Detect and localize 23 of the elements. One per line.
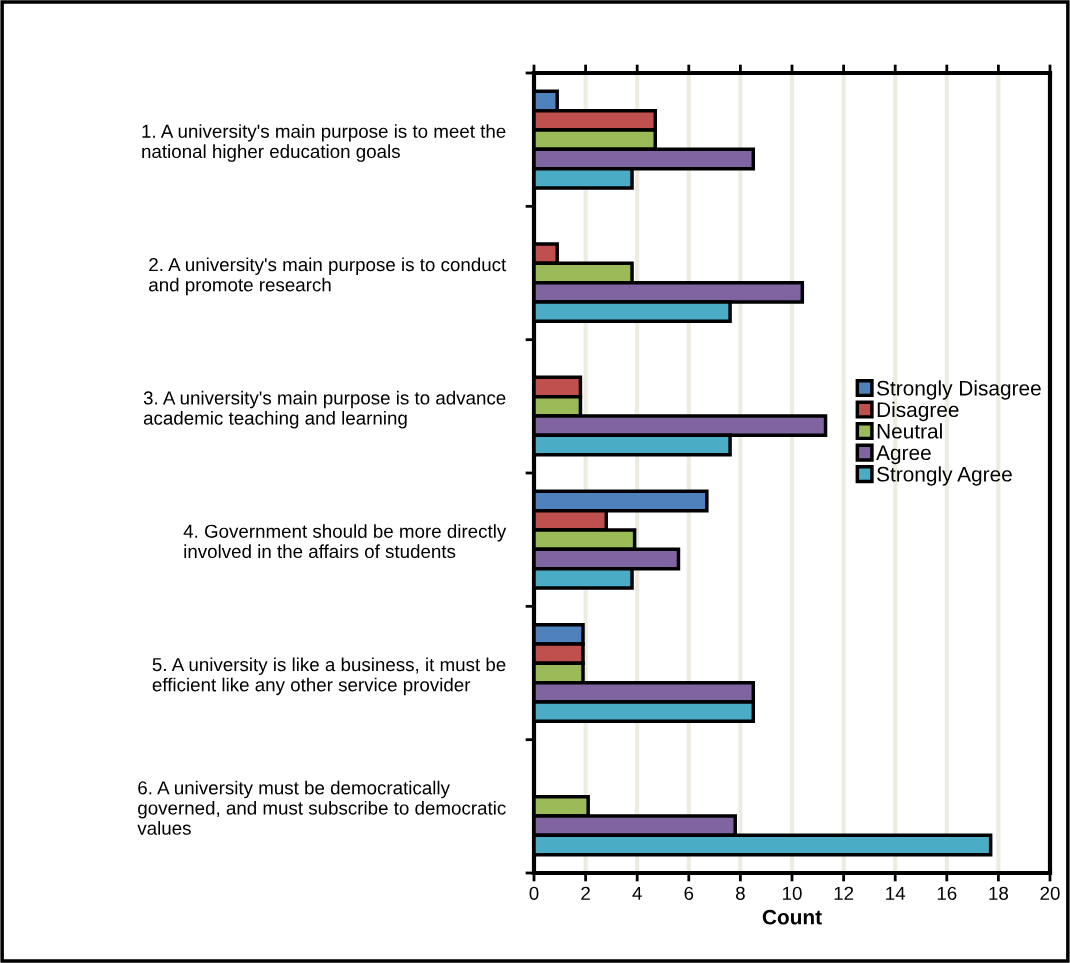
y-tick-label: 3. A university's main purpose is to advance academic teaching and learning <box>143 390 506 429</box>
y-tick-label: 6. A university must be democratically governed, and must subscribe to democratic values <box>137 780 506 835</box>
y-tick-label: 2. A university's main purpose is to conduct and promote research <box>149 257 507 296</box>
legend-label: Strongly Disagree <box>877 380 1041 400</box>
legend-label: Disagree <box>877 401 959 422</box>
y-tick-label: 1. A university's main purpose is to meet the national higher education goals <box>142 124 506 162</box>
x-tick-label: 20 <box>1040 886 1060 900</box>
x-tick-label: 18 <box>989 886 1009 900</box>
x-tick-label: 16 <box>937 886 957 900</box>
legend-label: Agree <box>876 445 931 465</box>
x-tick-label: 14 <box>886 886 906 900</box>
x-tick-label: 12 <box>834 886 854 900</box>
x-tick-label: 0 <box>529 886 539 900</box>
legend-label: Strongly Agree <box>877 466 1012 486</box>
x-axis-title: Count <box>762 909 822 925</box>
x-tick-label: 2 <box>581 886 590 900</box>
y-tick-label: 5. A university is like a business, it must be efficient like any other service provider <box>152 657 506 696</box>
x-tick-label: 8 <box>736 886 745 900</box>
x-tick-label: 10 <box>783 886 802 900</box>
x-tick-label: 4 <box>632 886 642 900</box>
y-tick-label: 4. Government should be more directly involved in the affairs of students <box>183 524 507 559</box>
x-tick-label: 6 <box>684 886 694 900</box>
legend-label: Neutral <box>877 423 942 439</box>
